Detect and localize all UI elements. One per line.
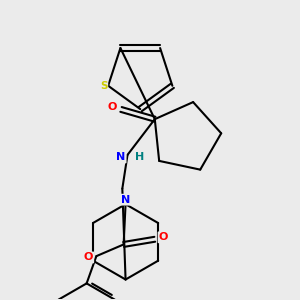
Text: O: O bbox=[108, 102, 117, 112]
Text: O: O bbox=[84, 252, 93, 262]
Text: H: H bbox=[135, 152, 144, 163]
Text: S: S bbox=[100, 81, 107, 91]
Text: O: O bbox=[158, 232, 168, 242]
Text: N: N bbox=[116, 152, 126, 163]
Text: N: N bbox=[121, 195, 130, 205]
